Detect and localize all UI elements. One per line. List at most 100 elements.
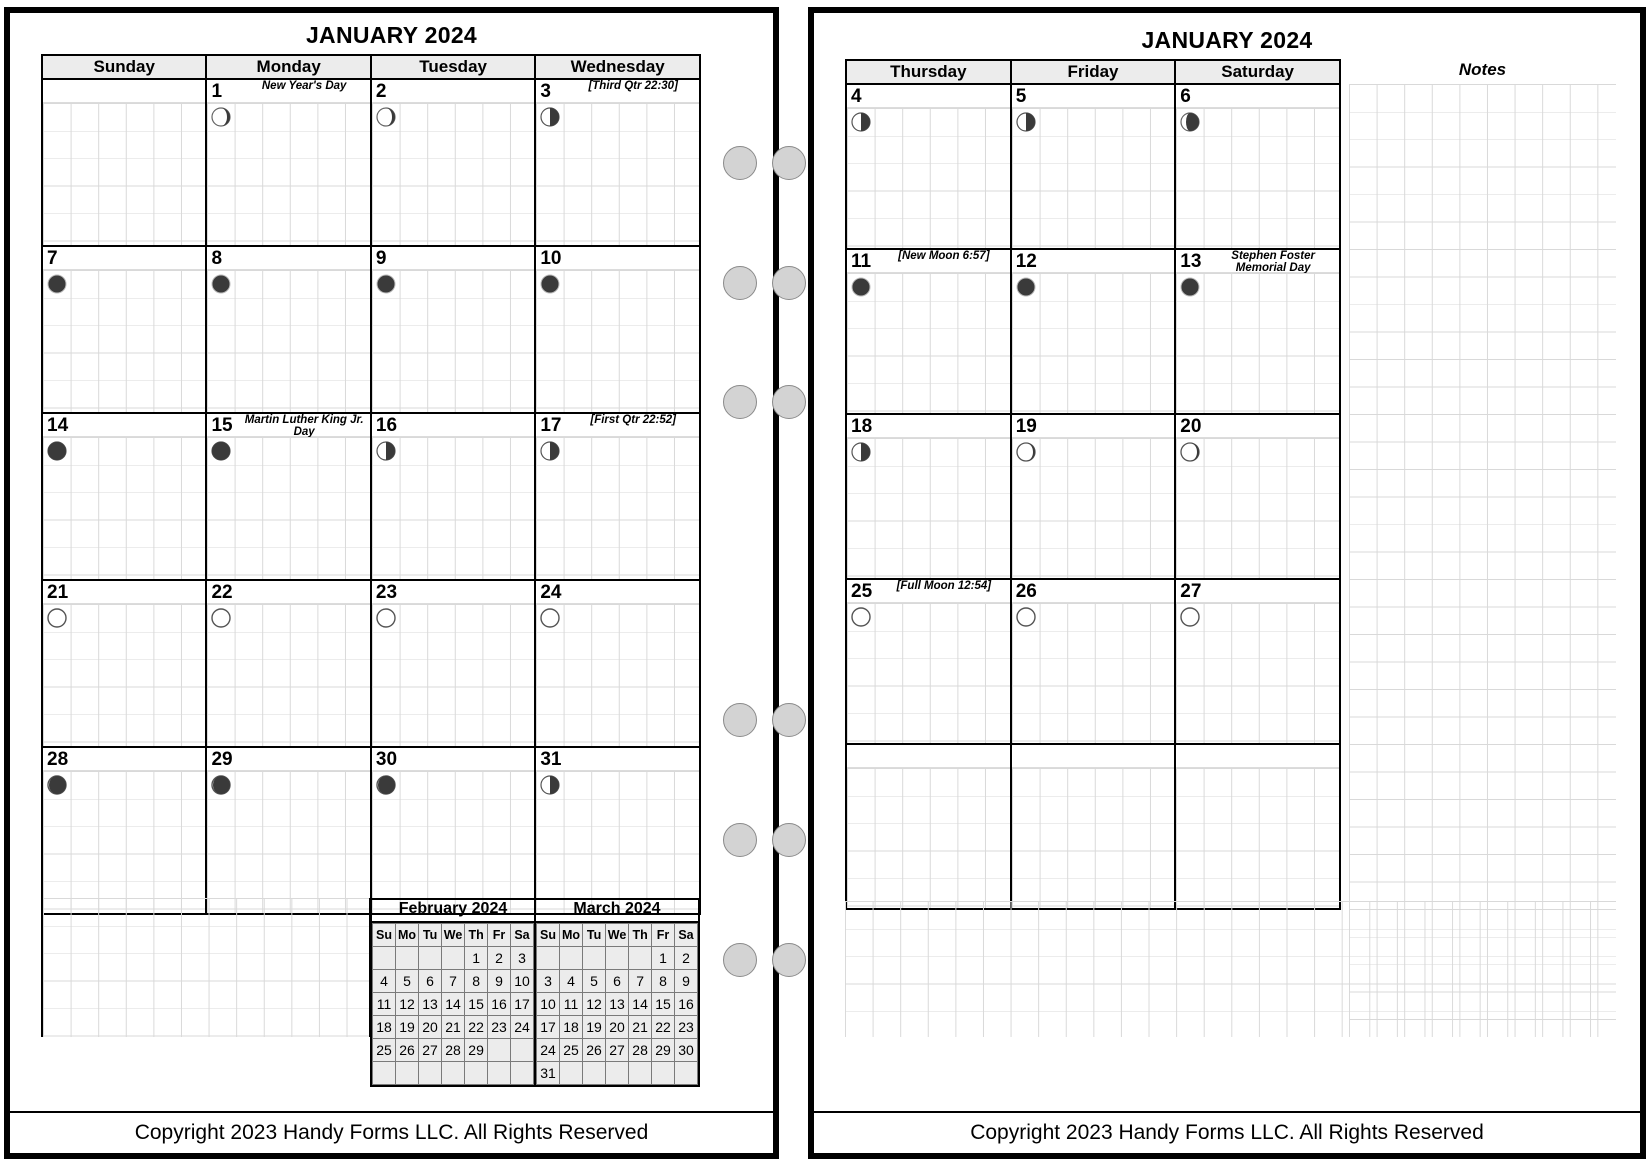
day-cell-24[interactable]: 24 bbox=[534, 579, 701, 747]
day-writing-area[interactable] bbox=[43, 604, 206, 746]
mini-day-8: 8 bbox=[651, 969, 675, 993]
day-writing-area[interactable] bbox=[536, 103, 699, 245]
day-writing-area[interactable] bbox=[536, 270, 699, 412]
day-cell-empty[interactable] bbox=[1009, 743, 1177, 910]
day-writing-area[interactable] bbox=[1176, 768, 1339, 908]
day-cell-30[interactable]: 30 bbox=[369, 746, 537, 915]
day-writing-area[interactable] bbox=[847, 768, 1010, 908]
day-cell-23[interactable]: 23 bbox=[369, 579, 537, 747]
day-number: 21 bbox=[47, 582, 69, 603]
day-cell-10[interactable]: 10 bbox=[534, 245, 701, 413]
day-writing-area[interactable] bbox=[1011, 438, 1175, 578]
day-cell-20[interactable]: 20 bbox=[1174, 413, 1341, 579]
day-header-monday: Monday bbox=[205, 54, 372, 80]
day-head: 19 bbox=[1011, 415, 1175, 438]
day-cell-12[interactable]: 12 bbox=[1009, 248, 1177, 414]
mini-day-9: 9 bbox=[674, 969, 698, 993]
day-cell-31[interactable]: 31 bbox=[534, 746, 701, 915]
day-cell-21[interactable]: 21 bbox=[40, 579, 208, 747]
day-cell-6[interactable]: 6 bbox=[1174, 83, 1341, 249]
day-cell-27[interactable]: 27 bbox=[1174, 578, 1341, 744]
day-cell-5[interactable]: 5 bbox=[1009, 83, 1177, 249]
day-writing-area[interactable] bbox=[371, 437, 535, 579]
right-bottom-free-grid[interactable] bbox=[845, 901, 1616, 1037]
day-writing-area[interactable] bbox=[847, 108, 1010, 248]
day-writing-area[interactable] bbox=[43, 103, 206, 245]
day-head bbox=[1176, 745, 1339, 768]
moon-phase-icon bbox=[211, 274, 231, 294]
day-cell-16[interactable]: 16 bbox=[369, 412, 537, 580]
day-cell-29[interactable]: 29 bbox=[205, 746, 372, 915]
day-writing-area[interactable] bbox=[43, 270, 206, 412]
day-cell-14[interactable]: 14 bbox=[40, 412, 208, 580]
day-writing-area[interactable] bbox=[1176, 273, 1339, 413]
mini-day-7: 7 bbox=[628, 969, 653, 993]
day-cell-19[interactable]: 19 bbox=[1009, 413, 1177, 579]
day-number: 16 bbox=[375, 415, 398, 436]
mini-day-empty bbox=[440, 1061, 466, 1085]
day-writing-area[interactable] bbox=[1011, 768, 1175, 908]
day-cell-7[interactable]: 7 bbox=[40, 245, 208, 413]
mini-day-13: 13 bbox=[418, 992, 442, 1016]
day-cell-empty[interactable] bbox=[1174, 743, 1341, 910]
day-cell-empty[interactable] bbox=[40, 78, 208, 246]
day-cell-15[interactable]: 15 Martin Luther King Jr. Day bbox=[205, 412, 372, 580]
day-writing-area[interactable] bbox=[1011, 108, 1175, 248]
day-writing-area[interactable] bbox=[207, 771, 370, 913]
day-writing-area[interactable] bbox=[207, 103, 370, 245]
mini-dow-tu: Tu bbox=[418, 923, 442, 947]
day-cell-13[interactable]: 13 Stephen Foster Memorial Day bbox=[1174, 248, 1341, 414]
day-cell-18[interactable]: 18 bbox=[845, 413, 1012, 579]
day-cell-11[interactable]: 11 [New Moon 6:57] bbox=[845, 248, 1012, 414]
day-cell-3[interactable]: 3 [Third Qtr 22:30] bbox=[534, 78, 701, 246]
moon-phase-icon bbox=[1180, 442, 1200, 462]
moon-phase-icon bbox=[851, 277, 871, 297]
left-bottom-fill-grid bbox=[41, 898, 371, 1037]
day-cell-25[interactable]: 25 [Full Moon 12:54] bbox=[845, 578, 1012, 744]
day-head: 28 bbox=[43, 748, 206, 771]
day-writing-area[interactable] bbox=[43, 437, 206, 579]
day-writing-area[interactable] bbox=[207, 604, 370, 746]
day-cell-26[interactable]: 26 bbox=[1009, 578, 1177, 744]
day-cell-4[interactable]: 4 bbox=[845, 83, 1012, 249]
notes-writing-area[interactable] bbox=[1349, 84, 1616, 1037]
day-writing-area[interactable] bbox=[43, 771, 206, 913]
day-cell-22[interactable]: 22 bbox=[205, 579, 372, 747]
day-writing-area[interactable] bbox=[847, 603, 1010, 743]
moon-phase-icon bbox=[211, 775, 232, 795]
day-writing-area[interactable] bbox=[207, 437, 370, 579]
day-cell-17[interactable]: 17 [First Qtr 22:52] bbox=[534, 412, 701, 580]
day-cell-2[interactable]: 2 bbox=[369, 78, 537, 246]
day-writing-area[interactable] bbox=[371, 103, 535, 245]
day-writing-area[interactable] bbox=[1011, 603, 1175, 743]
day-writing-area[interactable] bbox=[1011, 273, 1175, 413]
day-writing-area[interactable] bbox=[371, 771, 535, 913]
day-number: 14 bbox=[47, 415, 69, 436]
day-number: 26 bbox=[1015, 581, 1037, 602]
mini-day-empty bbox=[582, 946, 606, 970]
moon-phase-icon bbox=[1016, 442, 1036, 462]
day-cell-8[interactable]: 8 bbox=[205, 245, 372, 413]
binder-hole bbox=[772, 823, 806, 857]
day-cell-28[interactable]: 28 bbox=[40, 746, 208, 915]
day-number: 4 bbox=[851, 86, 862, 107]
day-writing-area[interactable] bbox=[847, 273, 1010, 413]
day-writing-area[interactable] bbox=[371, 270, 535, 412]
moon-phase-icon bbox=[540, 775, 560, 795]
binder-hole bbox=[723, 943, 757, 977]
day-cell-9[interactable]: 9 bbox=[369, 245, 537, 413]
day-writing-area[interactable] bbox=[371, 604, 535, 746]
day-cell-empty[interactable] bbox=[845, 743, 1012, 910]
day-writing-area[interactable] bbox=[536, 604, 699, 746]
moon-phase-icon bbox=[1016, 112, 1036, 132]
mini-calendar-march: March 2024 Su Mo Tu We Th Fr Sa 1 2 3 4 5 6 7 8 9 10 11 12 1… bbox=[534, 898, 700, 1087]
day-writing-area[interactable] bbox=[536, 771, 699, 913]
day-writing-area[interactable] bbox=[536, 437, 699, 579]
day-writing-area[interactable] bbox=[847, 438, 1010, 578]
day-number: 30 bbox=[375, 749, 398, 770]
day-cell-1[interactable]: 1 New Year's Day bbox=[205, 78, 372, 246]
day-writing-area[interactable] bbox=[1176, 438, 1339, 578]
day-writing-area[interactable] bbox=[1176, 603, 1339, 743]
day-writing-area[interactable] bbox=[1176, 108, 1339, 248]
day-writing-area[interactable] bbox=[207, 270, 370, 412]
